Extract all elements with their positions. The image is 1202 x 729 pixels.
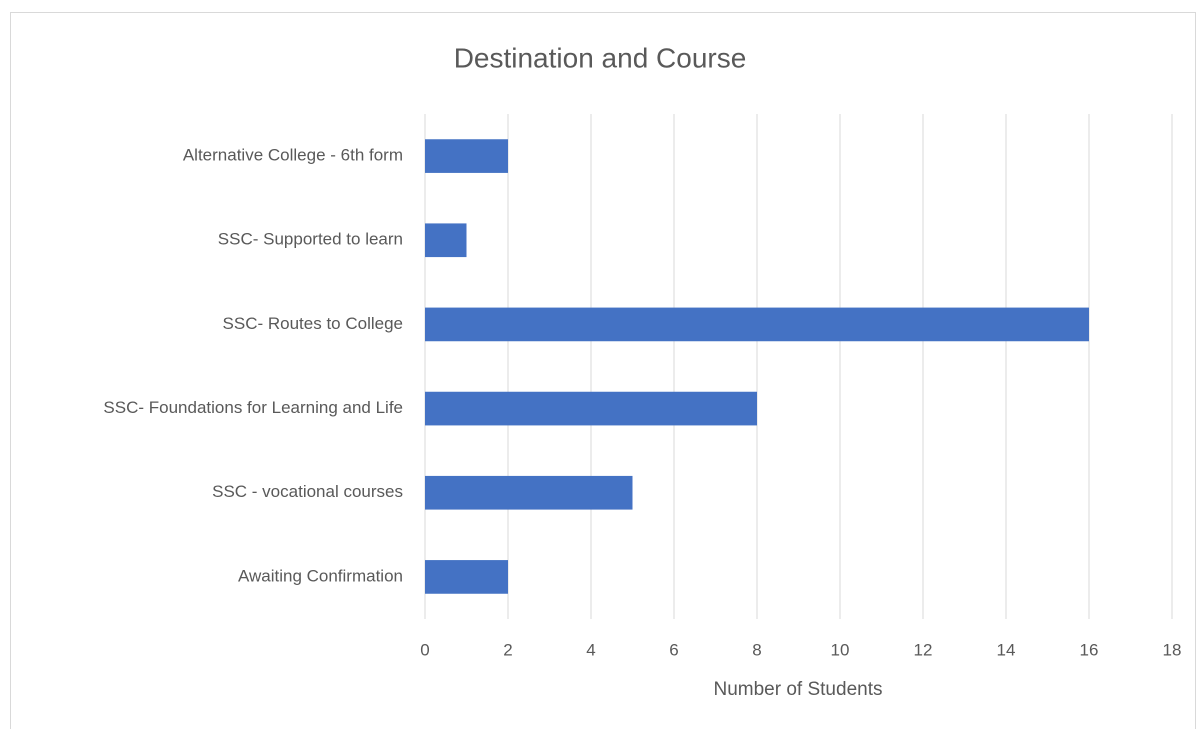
x-tick-label: 6 — [669, 640, 678, 659]
x-tick-label: 16 — [1080, 640, 1099, 659]
y-tick-label: SSC - vocational courses — [212, 482, 403, 501]
bar — [425, 391, 757, 426]
bar — [425, 560, 508, 594]
x-tick-label: 4 — [586, 640, 595, 659]
y-tick-label: SSC- Supported to learn — [218, 230, 403, 249]
chart-title: Destination and Course — [454, 42, 747, 73]
bar — [425, 139, 508, 173]
bar — [425, 223, 467, 258]
x-tick-label: 14 — [997, 640, 1016, 659]
chart-frame — [10, 12, 1196, 729]
y-tick-label: SSC- Routes to College — [223, 314, 403, 333]
y-tick-label: Alternative College - 6th form — [183, 146, 403, 165]
x-tick-label: 12 — [914, 640, 933, 659]
x-tick-label: 10 — [831, 640, 850, 659]
x-tick-label: 8 — [752, 640, 761, 659]
x-axis-label: Number of Students — [714, 679, 883, 700]
bar — [425, 475, 633, 510]
x-tick-label: 2 — [503, 640, 512, 659]
y-tick-label: Awaiting Confirmation — [238, 566, 403, 585]
y-tick-label: SSC- Foundations for Learning and Life — [103, 398, 403, 417]
bar — [425, 307, 1089, 342]
x-tick-label: 0 — [420, 640, 429, 659]
x-tick-label: 18 — [1163, 640, 1182, 659]
